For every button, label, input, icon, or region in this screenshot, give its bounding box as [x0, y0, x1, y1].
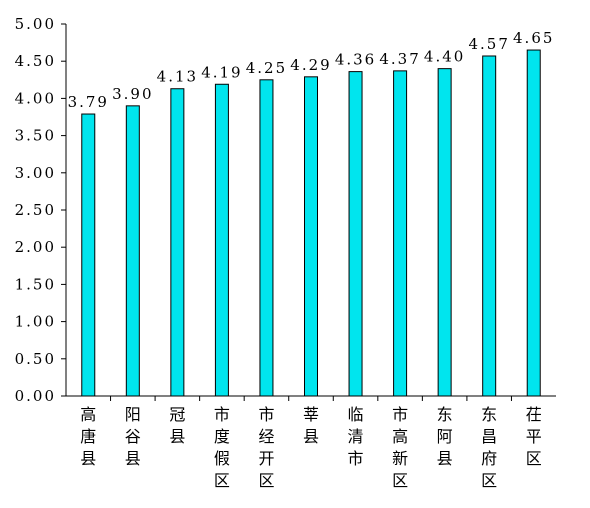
data-label: 4.36 — [335, 51, 376, 69]
y-tick-label: 5.00 — [15, 15, 56, 33]
x-tick-label: 东阿县 — [437, 405, 453, 468]
y-tick-label: 2.00 — [15, 238, 56, 256]
x-axis-labels: 高唐县 阳谷县 冠县 市度假区 市经开区 莘县 临清市 市高新区 东阿县 东昌府区 茌平区 — [80, 405, 541, 490]
x-tick-label: 冠县 — [169, 405, 185, 446]
x-tick-label: 市高新区 — [392, 405, 408, 490]
bar — [437, 68, 452, 397]
x-tick-label: 阳谷县 — [125, 405, 141, 468]
data-label: 4.13 — [157, 68, 198, 86]
y-axis-ticks: 0.00 0.50 1.00 1.50 2.00 2.50 3.00 3.50 4.00 4.50… — [15, 15, 66, 405]
bar — [214, 83, 229, 397]
y-tick-label: 0.50 — [15, 350, 56, 368]
y-tick-label: 1.50 — [15, 275, 56, 293]
x-tick-label: 高唐县 — [80, 405, 96, 468]
y-tick-label: 4.00 — [15, 89, 56, 107]
bar — [482, 55, 497, 397]
bar — [526, 49, 541, 397]
data-label: 3.79 — [68, 93, 109, 111]
y-tick-label: 4.50 — [15, 52, 56, 70]
data-label: 4.65 — [513, 29, 554, 47]
data-label: 3.90 — [112, 85, 153, 103]
data-labels: 3.79 3.904.13 4.19 4.25 4.29 4.36 4.37 4.404.57… — [68, 29, 554, 111]
y-tick-label: 0.00 — [15, 387, 56, 405]
data-label: 4.29 — [290, 56, 331, 74]
bar-series — [81, 49, 541, 397]
data-label: 4.19 — [201, 63, 242, 81]
data-label: 4.40 — [424, 48, 465, 66]
data-label: 4.37 — [379, 50, 420, 68]
x-tick-label: 东昌府区 — [481, 405, 497, 490]
y-tick-label: 1.00 — [15, 313, 56, 331]
data-label: 4.25 — [246, 59, 287, 77]
x-tick-label: 莘县 — [303, 405, 319, 446]
bar — [348, 71, 363, 397]
bar — [125, 105, 140, 397]
y-tick-label: 3.50 — [15, 127, 56, 145]
bar — [304, 76, 318, 397]
bar — [259, 79, 274, 397]
y-tick-label: 3.00 — [15, 164, 56, 182]
x-tick-label: 茌平区 — [526, 405, 542, 468]
x-tick-label: 临清市 — [348, 405, 364, 468]
x-tick-label: 市度假区 — [214, 405, 230, 490]
bar — [170, 88, 185, 397]
bar — [81, 113, 96, 397]
y-tick-label: 2.50 — [15, 201, 56, 219]
x-tick-label: 市经开区 — [258, 405, 274, 490]
bar — [393, 70, 408, 397]
data-label: 4.57 — [468, 35, 509, 53]
